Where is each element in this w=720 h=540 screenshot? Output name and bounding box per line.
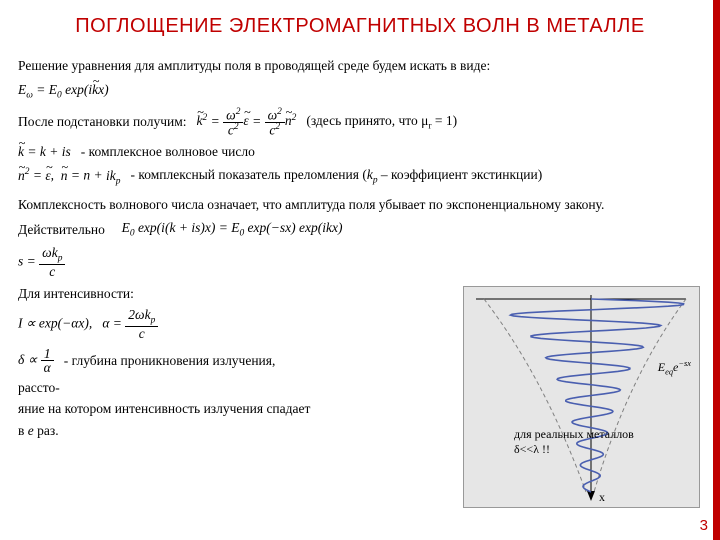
indeed-label: Действительно (18, 221, 105, 239)
eq-wave-number: k = k + is (18, 143, 71, 161)
eq-k2: k2 = ω2c2ε = ω2c2n2 (197, 108, 297, 137)
indeed-line: Действительно E0 exp(i(k + is)x) = E0 ex… (18, 219, 702, 240)
refraction-line: n2 = ε, n = n + ikp - комплексный показа… (18, 166, 702, 187)
envelope-left (484, 299, 586, 492)
complex-note: Комплексность волнового числа означает, … (18, 196, 702, 214)
accent-bar (713, 0, 720, 540)
diagram-caption: для реальных металлов δ<<λ !! (514, 427, 644, 457)
intro-line: Решение уравнения для амплитуды поля в п… (18, 57, 702, 75)
page-title: ПОГЛОЩЕНИЕ ЭЛЕКТРОМАГНИТНЫХ ВОЛН В МЕТАЛ… (0, 0, 720, 51)
mu-note: (здесь принято, что μr = 1) (306, 112, 457, 133)
eq-s: s = ωkpc (18, 246, 702, 279)
damped-wave (511, 299, 684, 492)
delta-tail-2: яние на котором интенсивность излучения … (18, 400, 458, 418)
after-sub-label: После подстановки получим: (18, 113, 187, 131)
eq-delta: δ ∝ 1α (18, 347, 54, 375)
wave-decay-diagram: Eeqe−sx для реальных металлов δ<<λ !! x (463, 286, 700, 508)
wave-number-line: k = k + is - комплексное волновое число (18, 143, 702, 161)
envelope-label: Eeqe−sx (658, 359, 691, 376)
delta-label: - глубина проникновения излучения, (64, 352, 276, 370)
axis-x-arrow (587, 491, 595, 501)
after-substitution: После подстановки получим: k2 = ω2c2ε = … (18, 108, 702, 137)
axis-x-label: x (599, 490, 605, 505)
diagram-svg (464, 287, 699, 507)
eq-exp: E0 exp(i(k + is)x) = E0 exp(−sx) exp(ikx… (115, 219, 343, 240)
eq-field: Eω = E0 exp(ikx) (18, 81, 702, 102)
wave-number-label: - комплексное волновое число (81, 143, 255, 161)
eq-n2: n2 = ε, n = n + ikp (18, 166, 121, 187)
refraction-label: - комплексный показатель преломления (kp… (131, 166, 543, 187)
page-number: 3 (700, 517, 708, 534)
